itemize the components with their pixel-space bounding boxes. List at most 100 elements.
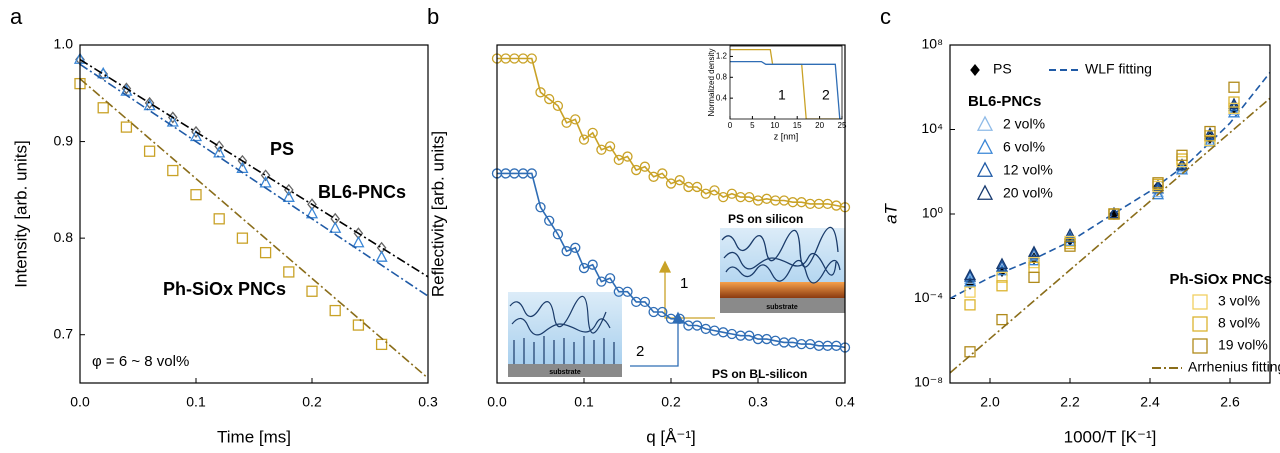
marker-circle bbox=[596, 144, 607, 155]
marker-square bbox=[306, 285, 318, 297]
marker-diamond bbox=[191, 125, 201, 138]
annotation: φ = 6 ~ 8 vol% bbox=[92, 353, 189, 370]
legend-label: WLF fitting bbox=[1085, 61, 1152, 77]
legend-label: 6 vol% bbox=[1003, 139, 1045, 155]
y-tick-label: 10⁴ bbox=[921, 120, 943, 136]
marker-circle bbox=[726, 188, 738, 199]
marker-circle bbox=[639, 161, 651, 172]
legend-label: PS bbox=[993, 61, 1012, 77]
plot-frame bbox=[79, 44, 429, 384]
annotation: Ph-SiOx PNCs bbox=[1169, 271, 1272, 288]
y-tick-label: 0.7 bbox=[54, 325, 74, 341]
y-tick-label: 10⁻⁸ bbox=[914, 374, 943, 390]
inset-annotation: 2 bbox=[822, 87, 830, 103]
marker-square bbox=[964, 299, 976, 311]
marker-square bbox=[120, 121, 133, 133]
marker-triangle bbox=[1107, 206, 1121, 219]
annotation: PS on silicon bbox=[728, 212, 803, 226]
legend-marker bbox=[1192, 294, 1208, 310]
series-line bbox=[950, 97, 1270, 374]
marker-circle bbox=[561, 246, 572, 257]
y-axis-label: aT bbox=[881, 202, 900, 223]
marker-circle bbox=[596, 276, 607, 287]
marker-circle bbox=[674, 175, 685, 186]
legend-marker bbox=[976, 161, 994, 177]
marker-square bbox=[190, 189, 202, 201]
marker-square bbox=[1176, 149, 1188, 161]
panel-label: a bbox=[10, 4, 23, 29]
marker-square bbox=[964, 286, 976, 298]
y-tick-label: 10⁰ bbox=[922, 205, 944, 221]
marker-circle bbox=[552, 229, 564, 240]
marker-triangle bbox=[963, 272, 977, 284]
marker-circle bbox=[648, 171, 659, 182]
marker-square bbox=[259, 246, 272, 259]
arrows bbox=[630, 260, 715, 367]
marker-square bbox=[1064, 240, 1076, 252]
legend-label: 12 vol% bbox=[1003, 162, 1053, 178]
annotation: substrate bbox=[549, 369, 581, 376]
marker-circle bbox=[535, 202, 546, 213]
marker-square bbox=[1108, 208, 1120, 220]
y-axis-label: Normalized density bbox=[707, 48, 716, 116]
marker-circle bbox=[665, 178, 677, 189]
marker-circle bbox=[709, 185, 720, 196]
legend-marker bbox=[976, 184, 994, 200]
marker-circle bbox=[526, 168, 537, 179]
marker-square bbox=[996, 280, 1008, 292]
marker-circle bbox=[552, 100, 564, 111]
legend-label: Arrhenius fitting bbox=[1188, 359, 1280, 375]
y-tick-label: 10⁸ bbox=[922, 36, 944, 52]
x-tick-label: 0.0 bbox=[487, 394, 507, 410]
plot-frame bbox=[949, 44, 1271, 384]
marker-circle bbox=[561, 117, 572, 128]
marker-circle bbox=[604, 141, 616, 152]
panel-label: c bbox=[880, 4, 891, 29]
legend-label: 2 vol% bbox=[1003, 116, 1045, 132]
marker-triangle bbox=[1027, 249, 1041, 261]
y-axis-label: Reflectivity [arb. units] bbox=[428, 131, 447, 297]
marker-square bbox=[1204, 125, 1216, 138]
x-axis-label: z [nm] bbox=[774, 131, 799, 141]
marker-triangle bbox=[305, 206, 319, 219]
x-axis-label: Time [ms] bbox=[217, 427, 291, 446]
x-tick-label: 0 bbox=[728, 121, 733, 130]
marker-triangle bbox=[995, 260, 1009, 272]
marker-square bbox=[352, 319, 365, 331]
marker-circle bbox=[622, 151, 633, 162]
marker-triangle bbox=[995, 257, 1009, 270]
schematic-silicon bbox=[720, 226, 845, 313]
marker-triangle bbox=[1203, 127, 1217, 139]
series-line bbox=[730, 60, 842, 119]
marker-square bbox=[996, 271, 1008, 284]
marker-circle bbox=[544, 215, 555, 226]
marker-square bbox=[1228, 96, 1240, 108]
marker-circle bbox=[535, 87, 546, 98]
marker-circle bbox=[631, 164, 642, 176]
marker-triangle bbox=[375, 250, 388, 262]
marker-triangle bbox=[1027, 247, 1041, 259]
marker-square bbox=[283, 266, 295, 278]
marker-triangle bbox=[329, 221, 342, 233]
legend-marker bbox=[1192, 338, 1208, 354]
marker-triangle bbox=[963, 268, 977, 281]
marker-diamond bbox=[144, 96, 155, 109]
marker-circle bbox=[657, 168, 668, 179]
marker-triangle bbox=[189, 129, 203, 142]
series-line bbox=[80, 58, 428, 278]
x-tick-label: 20 bbox=[815, 121, 824, 130]
annotation: Ph-SiOx PNCs bbox=[163, 279, 286, 299]
marker-circle bbox=[613, 154, 624, 166]
marker-triangle bbox=[1151, 187, 1165, 200]
x-tick-label: 0.2 bbox=[661, 394, 681, 410]
x-tick-label: 5 bbox=[750, 121, 755, 130]
marker-circle bbox=[744, 191, 755, 203]
marker-circle bbox=[544, 93, 555, 105]
x-tick-label: 2.0 bbox=[980, 394, 1000, 410]
marker-circle bbox=[604, 273, 616, 284]
marker-triangle bbox=[213, 146, 226, 158]
panel-label: b bbox=[427, 4, 439, 29]
x-tick-label: 10 bbox=[770, 121, 779, 130]
annotation: 1 bbox=[680, 275, 688, 292]
